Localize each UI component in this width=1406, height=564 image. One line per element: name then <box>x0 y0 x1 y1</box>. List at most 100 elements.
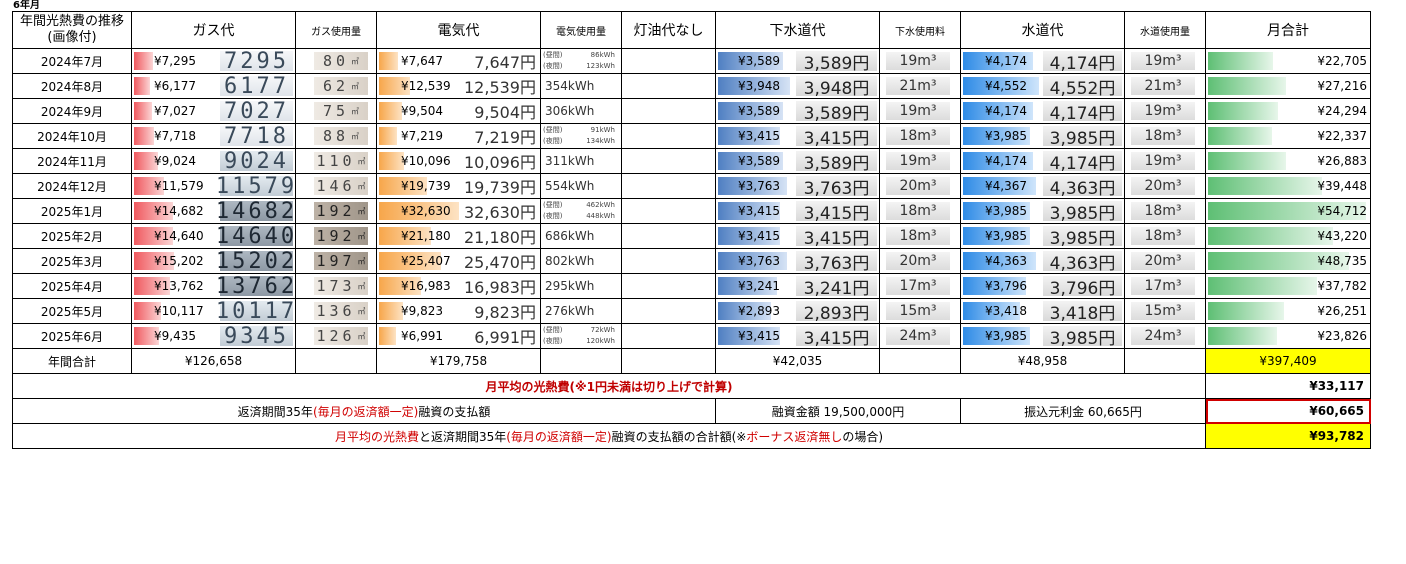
water-usage-cell: 19m³ <box>1124 148 1206 174</box>
elec-cost-value: ¥16,983 <box>401 279 451 293</box>
water-cost-value: ¥3,796 <box>985 279 1027 293</box>
gas-meter-image: 14640 <box>215 223 296 249</box>
elec-cost-cell: ¥7,647 7,647円 <box>376 48 541 74</box>
electricity-usage-cell: 354kWh <box>540 73 622 99</box>
sewer-usage-image: 21m³ <box>886 77 950 95</box>
header-monthly-total: 月合計 <box>1205 11 1371 49</box>
gas-cost-cell: ¥11,579 11579 <box>131 173 296 199</box>
water-data-bar <box>963 127 1030 145</box>
water-usage-cell: 18m³ <box>1124 223 1206 249</box>
gas-usage-meter-image: 88 ㎥ <box>314 127 368 145</box>
sewer-bill-image: 3,589円 <box>796 101 877 123</box>
sewer-usage-cell: 18m³ <box>879 123 961 149</box>
electricity-bill-image: 7,219円 <box>474 128 536 147</box>
header-water: 水道代 <box>960 11 1125 49</box>
combined-label-part: と返済期間35年 <box>418 429 507 444</box>
water-cost-cell: ¥4,363 4,363円 <box>960 248 1125 274</box>
month-row: 2024年10月 ¥7,718 7718 88 ㎥ ¥7,219 7,219円 (昼間) 91k… <box>12 123 1371 149</box>
sewer-data-bar <box>718 77 790 95</box>
month-label: 2024年11月 <box>12 148 132 174</box>
elec-cost-cell: ¥9,504 9,504円 <box>376 98 541 124</box>
gas-usage-unit: ㎥ <box>357 231 366 241</box>
month-row: 2024年7月 ¥7,295 7295 80 ㎥ ¥7,647 7,647円 (昼間) 86kW… <box>12 48 1371 74</box>
header-sewer-usage: 下水使用料 <box>879 11 961 49</box>
water-cost-value: ¥4,367 <box>985 179 1027 193</box>
total-data-bar <box>1208 177 1322 195</box>
water-usage-image: 15m³ <box>1131 302 1195 320</box>
annual-empty-cell <box>1124 348 1206 374</box>
sewer-cost-value: ¥3,589 <box>738 154 780 168</box>
month-label: 2025年1月 <box>12 198 132 224</box>
water-usage-cell: 17m³ <box>1124 273 1206 299</box>
daytime-usage: (昼間) 91kWh <box>543 125 619 136</box>
electricity-usage-value: 554kWh <box>545 179 595 193</box>
water-data-bar <box>963 302 1020 320</box>
elec-cost-cell: ¥21,180 21,180円 <box>376 223 541 249</box>
water-cost-cell: ¥3,985 3,985円 <box>960 223 1125 249</box>
sewer-usage-image: 18m³ <box>886 202 950 220</box>
loan-principal-interest-label: 振込元利金 60,665円 <box>960 398 1206 424</box>
gas-meter-image: 7027 <box>220 100 293 123</box>
total-cost-value: ¥48,735 <box>1317 254 1367 268</box>
sewer-bill-image: 3,415円 <box>796 326 877 348</box>
utility-cost-table: 年間光熱費の推移(画像付) ガス代 ガス使用量 電気代 電気使用量 灯油代なし … <box>12 11 1371 449</box>
gas-usage-meter-image: 110 ㎥ <box>314 152 368 170</box>
kerosene-cell <box>621 48 716 74</box>
gas-usage-unit: ㎥ <box>351 81 360 91</box>
header-gas: ガス代 <box>131 11 296 49</box>
gas-cost-cell: ¥7,027 7027 <box>131 98 296 124</box>
electricity-bill-image: 25,470円 <box>464 253 536 272</box>
water-usage-cell: 24m³ <box>1124 323 1206 349</box>
sewer-bill-image: 3,948円 <box>796 76 877 98</box>
nighttime-label: (夜間) <box>543 62 563 70</box>
water-bill-image: 4,363円 <box>1043 251 1122 273</box>
gas-meter-image: 15202 <box>215 248 296 274</box>
kerosene-cell <box>621 248 716 274</box>
electricity-bill-image: 21,180円 <box>464 228 536 247</box>
total-cost-cell: ¥22,705 <box>1205 48 1371 74</box>
total-cost-cell: ¥54,712 <box>1205 198 1371 224</box>
gas-usage-value: 197 <box>316 252 356 270</box>
water-data-bar <box>963 152 1033 170</box>
elec-data-bar <box>379 102 402 120</box>
sheet-corner-label: 6年月 <box>13 0 40 11</box>
total-data-bar <box>1208 252 1349 270</box>
total-cost-cell: ¥23,826 <box>1205 323 1371 349</box>
nighttime-label: (夜間) <box>543 137 563 145</box>
water-usage-cell: 20m³ <box>1124 248 1206 274</box>
water-data-bar <box>963 277 1026 295</box>
gas-meter-image: 9345 <box>220 325 293 348</box>
electricity-usage-value: 311kWh <box>545 154 595 168</box>
sewer-data-bar <box>718 152 783 170</box>
water-data-bar <box>963 77 1039 95</box>
electricity-usage-cell: (昼間) 86kWh (夜間) 123kWh <box>540 48 622 74</box>
water-cost-value: ¥4,174 <box>985 154 1027 168</box>
sewer-cost-cell: ¥2,893 2,893円 <box>715 298 880 324</box>
water-cost-cell: ¥3,418 3,418円 <box>960 298 1125 324</box>
annual-gas-total: ¥126,658 <box>131 348 296 374</box>
sewer-cost-value: ¥3,241 <box>738 279 780 293</box>
daytime-label: (昼間) <box>543 126 563 134</box>
annual-empty-cell <box>621 348 716 374</box>
water-cost-value: ¥4,363 <box>985 254 1027 268</box>
sewer-usage-cell: 19m³ <box>879 98 961 124</box>
sewer-usage-cell: 18m³ <box>879 198 961 224</box>
sewer-data-bar <box>718 327 780 345</box>
elec-data-bar <box>379 127 397 145</box>
month-row: 2025年4月 ¥13,762 13762 173 ㎥ ¥16,983 16,983円 295… <box>12 273 1371 299</box>
daytime-value: 91kWh <box>590 126 615 134</box>
sewer-usage-image: 20m³ <box>886 252 950 270</box>
sewer-usage-image: 15m³ <box>886 302 950 320</box>
annual-sewer-total: ¥42,035 <box>715 348 880 374</box>
elec-data-bar <box>379 152 404 170</box>
total-cost-value: ¥22,337 <box>1317 129 1367 143</box>
sewer-data-bar <box>718 102 783 120</box>
sewer-usage-cell: 18m³ <box>879 223 961 249</box>
total-data-bar <box>1208 102 1278 120</box>
electricity-usage-value: 276kWh <box>545 304 595 318</box>
daytime-value: 86kWh <box>590 51 615 59</box>
sewer-cost-cell: ¥3,241 3,241円 <box>715 273 880 299</box>
gas-meter-image: 11579 <box>215 173 296 199</box>
sewer-bill-image: 3,415円 <box>796 126 877 148</box>
sewer-usage-cell: 24m³ <box>879 323 961 349</box>
